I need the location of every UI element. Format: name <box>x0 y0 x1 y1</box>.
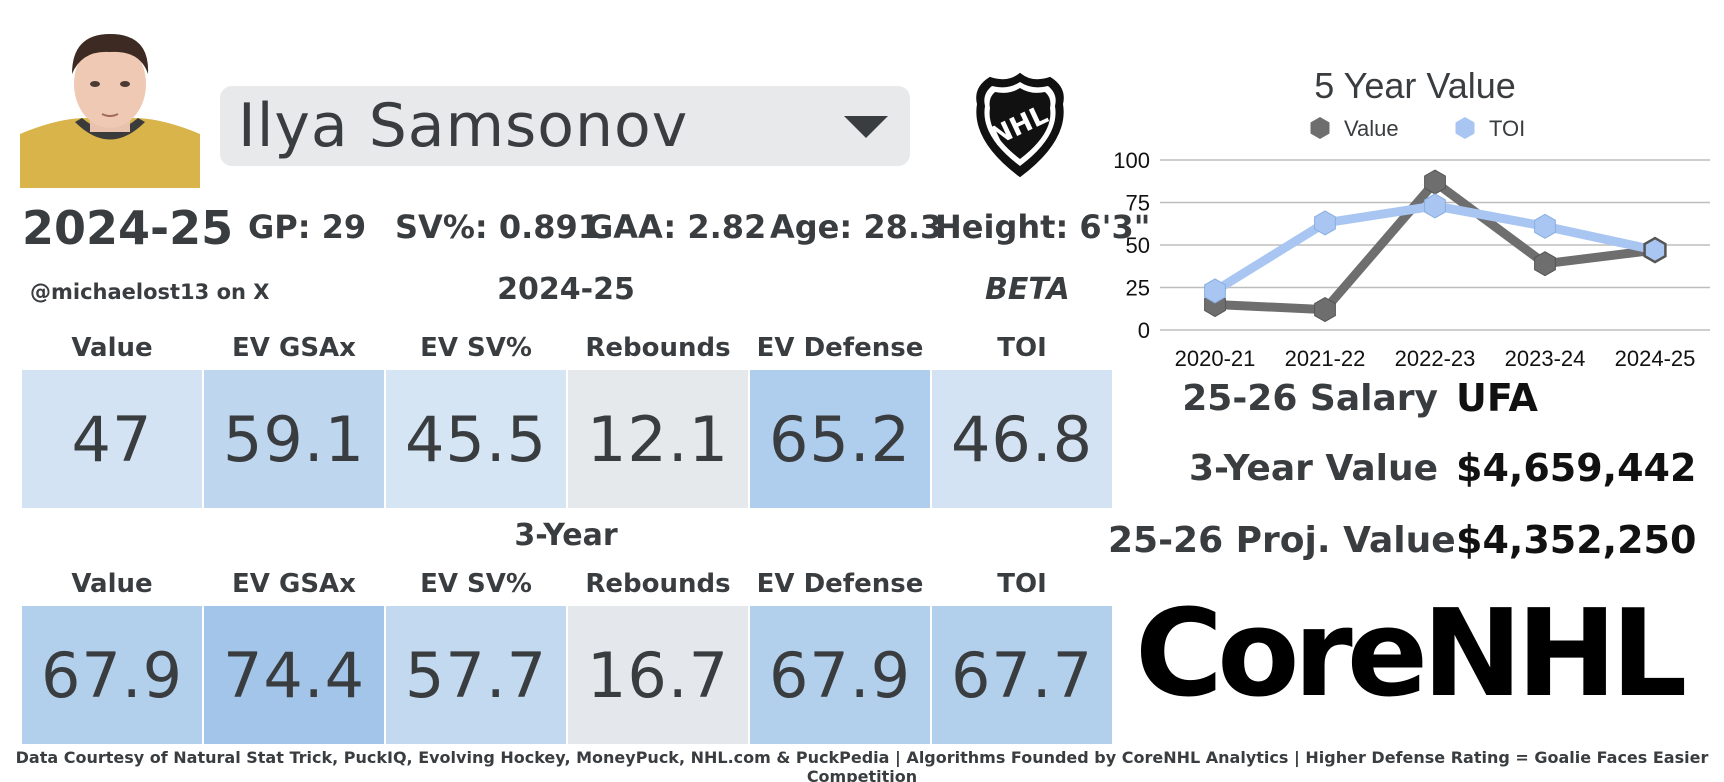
legend-marker-value <box>1310 117 1330 139</box>
metric-ev-sv-pct: EV SV% 57.7 <box>386 562 566 744</box>
metric-header: EV SV% <box>420 333 532 363</box>
legend-marker-toi <box>1455 117 1475 139</box>
metric-header: EV GSAx <box>232 333 356 363</box>
metric-box: 47 <box>22 370 202 508</box>
metric-box: 67.9 <box>22 606 202 744</box>
chevron-down-icon[interactable] <box>844 116 888 140</box>
metric-header: Value <box>71 333 153 363</box>
metric-toi: TOI 67.7 <box>932 562 1112 744</box>
projected-value-amount: $4,352,250 <box>1456 518 1697 562</box>
data-point-value <box>1314 297 1336 323</box>
metric-header: EV GSAx <box>232 569 356 599</box>
metric-ev-defense: EV Defense 67.9 <box>750 562 930 744</box>
y-tick-label: 25 <box>1126 276 1150 301</box>
metric-header: EV Defense <box>756 333 924 363</box>
metric-header: EV SV% <box>420 569 532 599</box>
salary-label: 25-26 Salary <box>1182 378 1438 419</box>
current-season-title: 2024-25 <box>497 272 635 307</box>
metric-ev-gsax: EV GSAx 59.1 <box>204 326 384 508</box>
metric-header: Value <box>71 569 153 599</box>
y-tick-label: 100 <box>1113 148 1150 173</box>
metric-box: 12.1 <box>568 370 748 508</box>
save-percentage: SV%: 0.891 <box>395 208 601 246</box>
metric-box: 67.9 <box>750 606 930 744</box>
player-name: Ilya Samsonov <box>238 91 689 161</box>
metric-box: 16.7 <box>568 606 748 744</box>
legend-label-toi: TOI <box>1489 116 1525 141</box>
x-tick-label: 2020-21 <box>1175 346 1256 371</box>
data-point-toi <box>1314 210 1336 236</box>
y-tick-label: 50 <box>1126 233 1150 258</box>
metric-box: 46.8 <box>932 370 1112 508</box>
chart-title: 5 Year Value <box>1314 65 1516 106</box>
metric-header: Rebounds <box>585 569 731 599</box>
current-metrics-grid: Value 47 EV GSAx 59.1 EV SV% 45.5 Reboun… <box>22 326 1112 508</box>
metric-value: Value 47 <box>22 326 202 508</box>
data-point-value-latest <box>1643 236 1667 264</box>
x-tick-label: 2024-25 <box>1615 346 1696 371</box>
metric-box: 67.7 <box>932 606 1112 744</box>
five-year-value-chart: 5 Year Value Value TOI 0 25 50 75 100 2020-21 202… <box>1110 60 1720 380</box>
x-tick-label: 2023-24 <box>1505 346 1586 371</box>
metric-header: TOI <box>997 569 1047 599</box>
season-label: 2024-25 <box>22 201 234 255</box>
nhl-shield-logo: NHL <box>970 70 1070 180</box>
series-line-toi <box>1210 201 1660 296</box>
player-height: Height: 6'3" <box>935 208 1151 246</box>
metric-box: 45.5 <box>386 370 566 508</box>
player-select-dropdown[interactable]: Ilya Samsonov <box>220 86 910 166</box>
y-tick-label: 75 <box>1126 191 1150 216</box>
data-point-value <box>1534 251 1556 277</box>
y-tick-label: 0 <box>1138 318 1150 343</box>
projected-value-label: 25-26 Proj. Value <box>1108 520 1456 561</box>
metric-box: 57.7 <box>386 606 566 744</box>
footer-credits: Data Courtesy of Natural Stat Trick, Puc… <box>15 748 1709 782</box>
three-year-value-label: 3-Year Value <box>1188 448 1438 489</box>
games-played: GP: 29 <box>248 208 367 246</box>
metric-box: 59.1 <box>204 370 384 508</box>
metric-header: TOI <box>997 333 1047 363</box>
metric-header: EV Defense <box>756 569 924 599</box>
metric-value: Value 67.9 <box>22 562 202 744</box>
metric-ev-sv-pct: EV SV% 45.5 <box>386 326 566 508</box>
metric-rebounds: Rebounds 16.7 <box>568 562 748 744</box>
three-year-value-amount: $4,659,442 <box>1456 446 1697 490</box>
metric-rebounds: Rebounds 12.1 <box>568 326 748 508</box>
goals-against-average: GAA: 2.82 <box>587 208 767 246</box>
data-point-toi <box>1534 213 1556 239</box>
metric-box: 74.4 <box>204 606 384 744</box>
three-year-title: 3-Year <box>514 518 618 553</box>
salary-value: UFA <box>1456 376 1538 420</box>
beta-label: BETA <box>985 272 1070 307</box>
legend-label-value: Value <box>1344 116 1399 141</box>
x-tick-label: 2022-23 <box>1395 346 1476 371</box>
x-tick-label: 2021-22 <box>1285 346 1366 371</box>
data-point-toi <box>1424 193 1446 219</box>
three-year-metrics-grid: Value 67.9 EV GSAx 74.4 EV SV% 57.7 Rebo… <box>22 562 1112 744</box>
metric-ev-defense: EV Defense 65.2 <box>750 326 930 508</box>
metric-header: Rebounds <box>585 333 731 363</box>
metric-box: 65.2 <box>750 370 930 508</box>
author-handle: @michaelost13 on X <box>30 280 270 304</box>
metric-ev-gsax: EV GSAx 74.4 <box>204 562 384 744</box>
corenhl-logo: CoreNHL <box>1135 585 1687 724</box>
data-point-toi <box>1204 278 1226 304</box>
player-photo <box>20 22 200 188</box>
player-age: Age: 28.3 <box>770 208 943 246</box>
metric-toi: TOI 46.8 <box>932 326 1112 508</box>
